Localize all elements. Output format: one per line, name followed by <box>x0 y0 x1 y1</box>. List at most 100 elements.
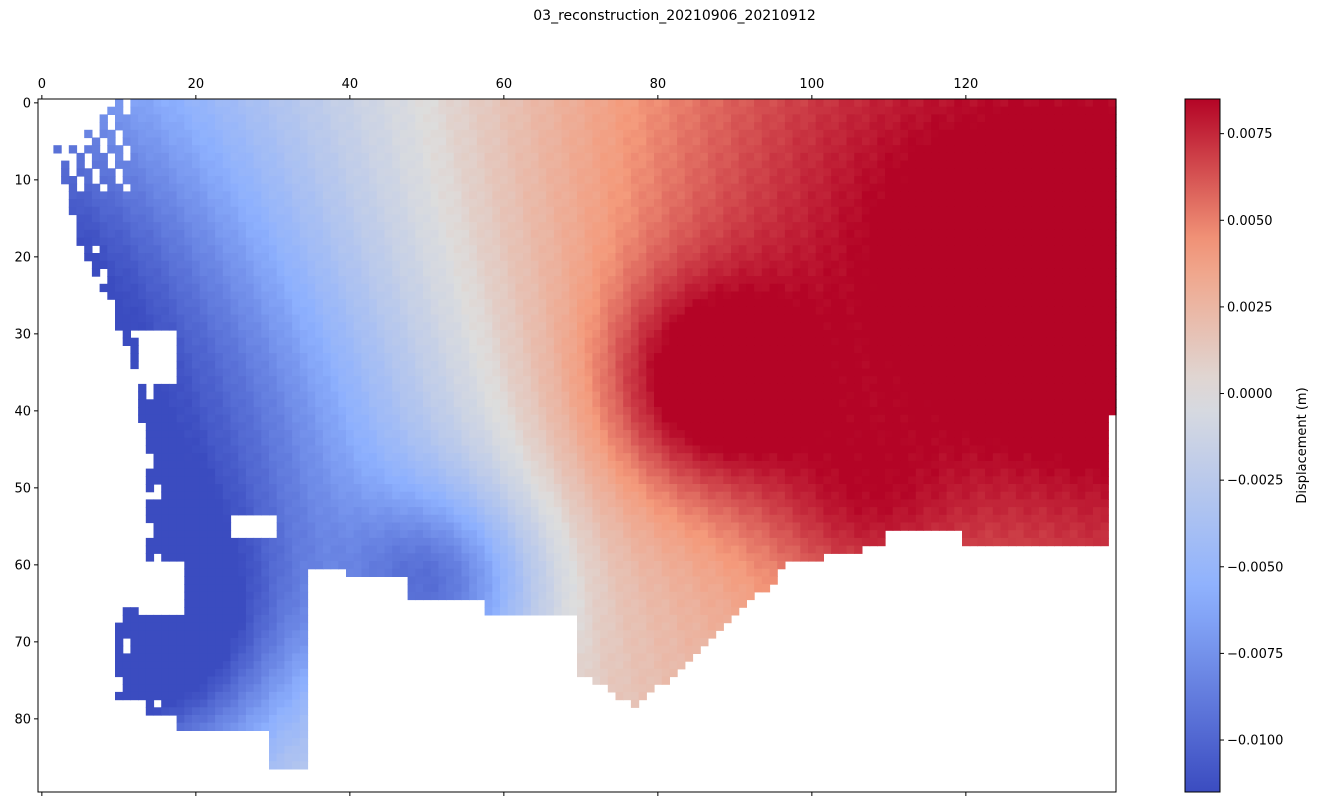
heatmap-cell <box>838 330 848 339</box>
heatmap-cell <box>669 137 678 146</box>
heatmap-cell <box>938 245 948 254</box>
heatmap-cell <box>230 214 239 223</box>
heatmap-cell <box>931 314 940 323</box>
heatmap-cell <box>546 291 555 300</box>
heatmap-cell <box>299 276 309 285</box>
heatmap-cell <box>322 299 332 308</box>
heatmap-cell <box>977 214 986 223</box>
heatmap-cell <box>938 360 948 370</box>
heatmap-cell <box>515 145 524 154</box>
heatmap-cell <box>954 276 963 285</box>
heatmap-cell <box>700 268 709 277</box>
heatmap-cell <box>985 353 994 362</box>
heatmap-cell <box>476 176 486 185</box>
heatmap-cell <box>538 137 547 146</box>
heatmap-cell <box>446 222 455 231</box>
heatmap-cell <box>315 229 324 239</box>
heatmap-cell <box>869 222 878 231</box>
heatmap-cell <box>1039 306 1048 316</box>
heatmap-cell <box>438 152 447 162</box>
heatmap-cell <box>600 314 609 323</box>
heatmap-cell <box>330 260 339 269</box>
heatmap-cell <box>669 214 678 223</box>
heatmap-cell <box>322 306 332 316</box>
heatmap-cell <box>276 191 285 200</box>
heatmap-cell <box>515 299 524 308</box>
heatmap-cell <box>654 199 663 208</box>
heatmap-cell <box>923 268 932 277</box>
heatmap-cell <box>553 160 563 169</box>
heatmap-cell <box>584 183 593 192</box>
heatmap-cell <box>800 122 809 131</box>
heatmap-cell <box>1046 145 1055 154</box>
heatmap-cell <box>330 137 339 146</box>
heatmap-cell <box>962 299 971 308</box>
heatmap-cell <box>253 291 262 300</box>
heatmap-cell <box>253 176 262 185</box>
heatmap-cell <box>569 106 578 115</box>
heatmap-cell <box>176 176 185 185</box>
heatmap-cell <box>615 306 624 316</box>
heatmap-cell <box>669 114 678 123</box>
heatmap-cell <box>738 268 747 277</box>
heatmap-cell <box>184 183 193 192</box>
heatmap-cell <box>430 345 439 354</box>
heatmap-cell <box>215 114 224 123</box>
heatmap-cell <box>985 237 994 246</box>
heatmap-cell <box>553 229 563 239</box>
heatmap-cell <box>1008 330 1017 339</box>
heatmap-cell <box>515 206 524 216</box>
heatmap-cell <box>222 337 232 346</box>
heatmap-cell <box>399 129 409 139</box>
heatmap-cell <box>600 253 609 262</box>
heatmap-cell <box>638 206 647 216</box>
heatmap-cell <box>1000 283 1009 293</box>
heatmap-cell <box>623 306 632 316</box>
heatmap-cell <box>1108 376 1117 385</box>
heatmap-cell <box>915 368 925 377</box>
heatmap-cell <box>908 337 917 346</box>
heatmap-cell <box>1031 368 1040 377</box>
heatmap-cell <box>346 353 355 362</box>
heatmap-cell <box>738 291 747 300</box>
heatmap-cell <box>607 276 617 285</box>
heatmap-cell <box>931 168 940 177</box>
heatmap-cell <box>292 376 301 385</box>
heatmap-cell <box>592 114 601 123</box>
heatmap-cell <box>900 260 909 269</box>
heatmap-cell <box>777 199 786 208</box>
heatmap-cell <box>430 330 439 339</box>
heatmap-cell <box>654 237 663 246</box>
heatmap-cell <box>476 137 486 146</box>
heatmap-cell <box>315 99 324 108</box>
heatmap-cell <box>800 276 809 285</box>
heatmap-cell <box>977 168 986 177</box>
heatmap-cell <box>138 260 147 269</box>
heatmap-cell <box>476 268 486 277</box>
heatmap-cell <box>530 345 540 354</box>
heatmap-cell <box>908 152 917 162</box>
heatmap-cell <box>615 330 624 339</box>
heatmap-cell <box>384 106 393 115</box>
heatmap-cell <box>954 260 963 269</box>
heatmap-cell <box>276 129 285 139</box>
heatmap-cell <box>854 260 863 269</box>
heatmap-cell <box>938 291 948 300</box>
heatmap-cell <box>346 122 355 131</box>
heatmap-cell <box>99 283 108 293</box>
heatmap-cell <box>1085 368 1094 377</box>
heatmap-cell <box>284 160 293 169</box>
heatmap-cell <box>138 276 147 285</box>
heatmap-cell <box>145 145 155 154</box>
heatmap-cell <box>369 360 378 370</box>
heatmap-cell <box>476 330 486 339</box>
heatmap-cell <box>838 360 848 370</box>
heatmap-cell <box>977 145 986 154</box>
heatmap-cell <box>623 314 632 323</box>
heatmap-cell <box>453 283 463 293</box>
heatmap-cell <box>1015 160 1025 169</box>
heatmap-cell <box>677 383 686 393</box>
heatmap-cell <box>592 330 601 339</box>
heatmap-cell <box>492 229 501 239</box>
heatmap-cell <box>469 268 478 277</box>
